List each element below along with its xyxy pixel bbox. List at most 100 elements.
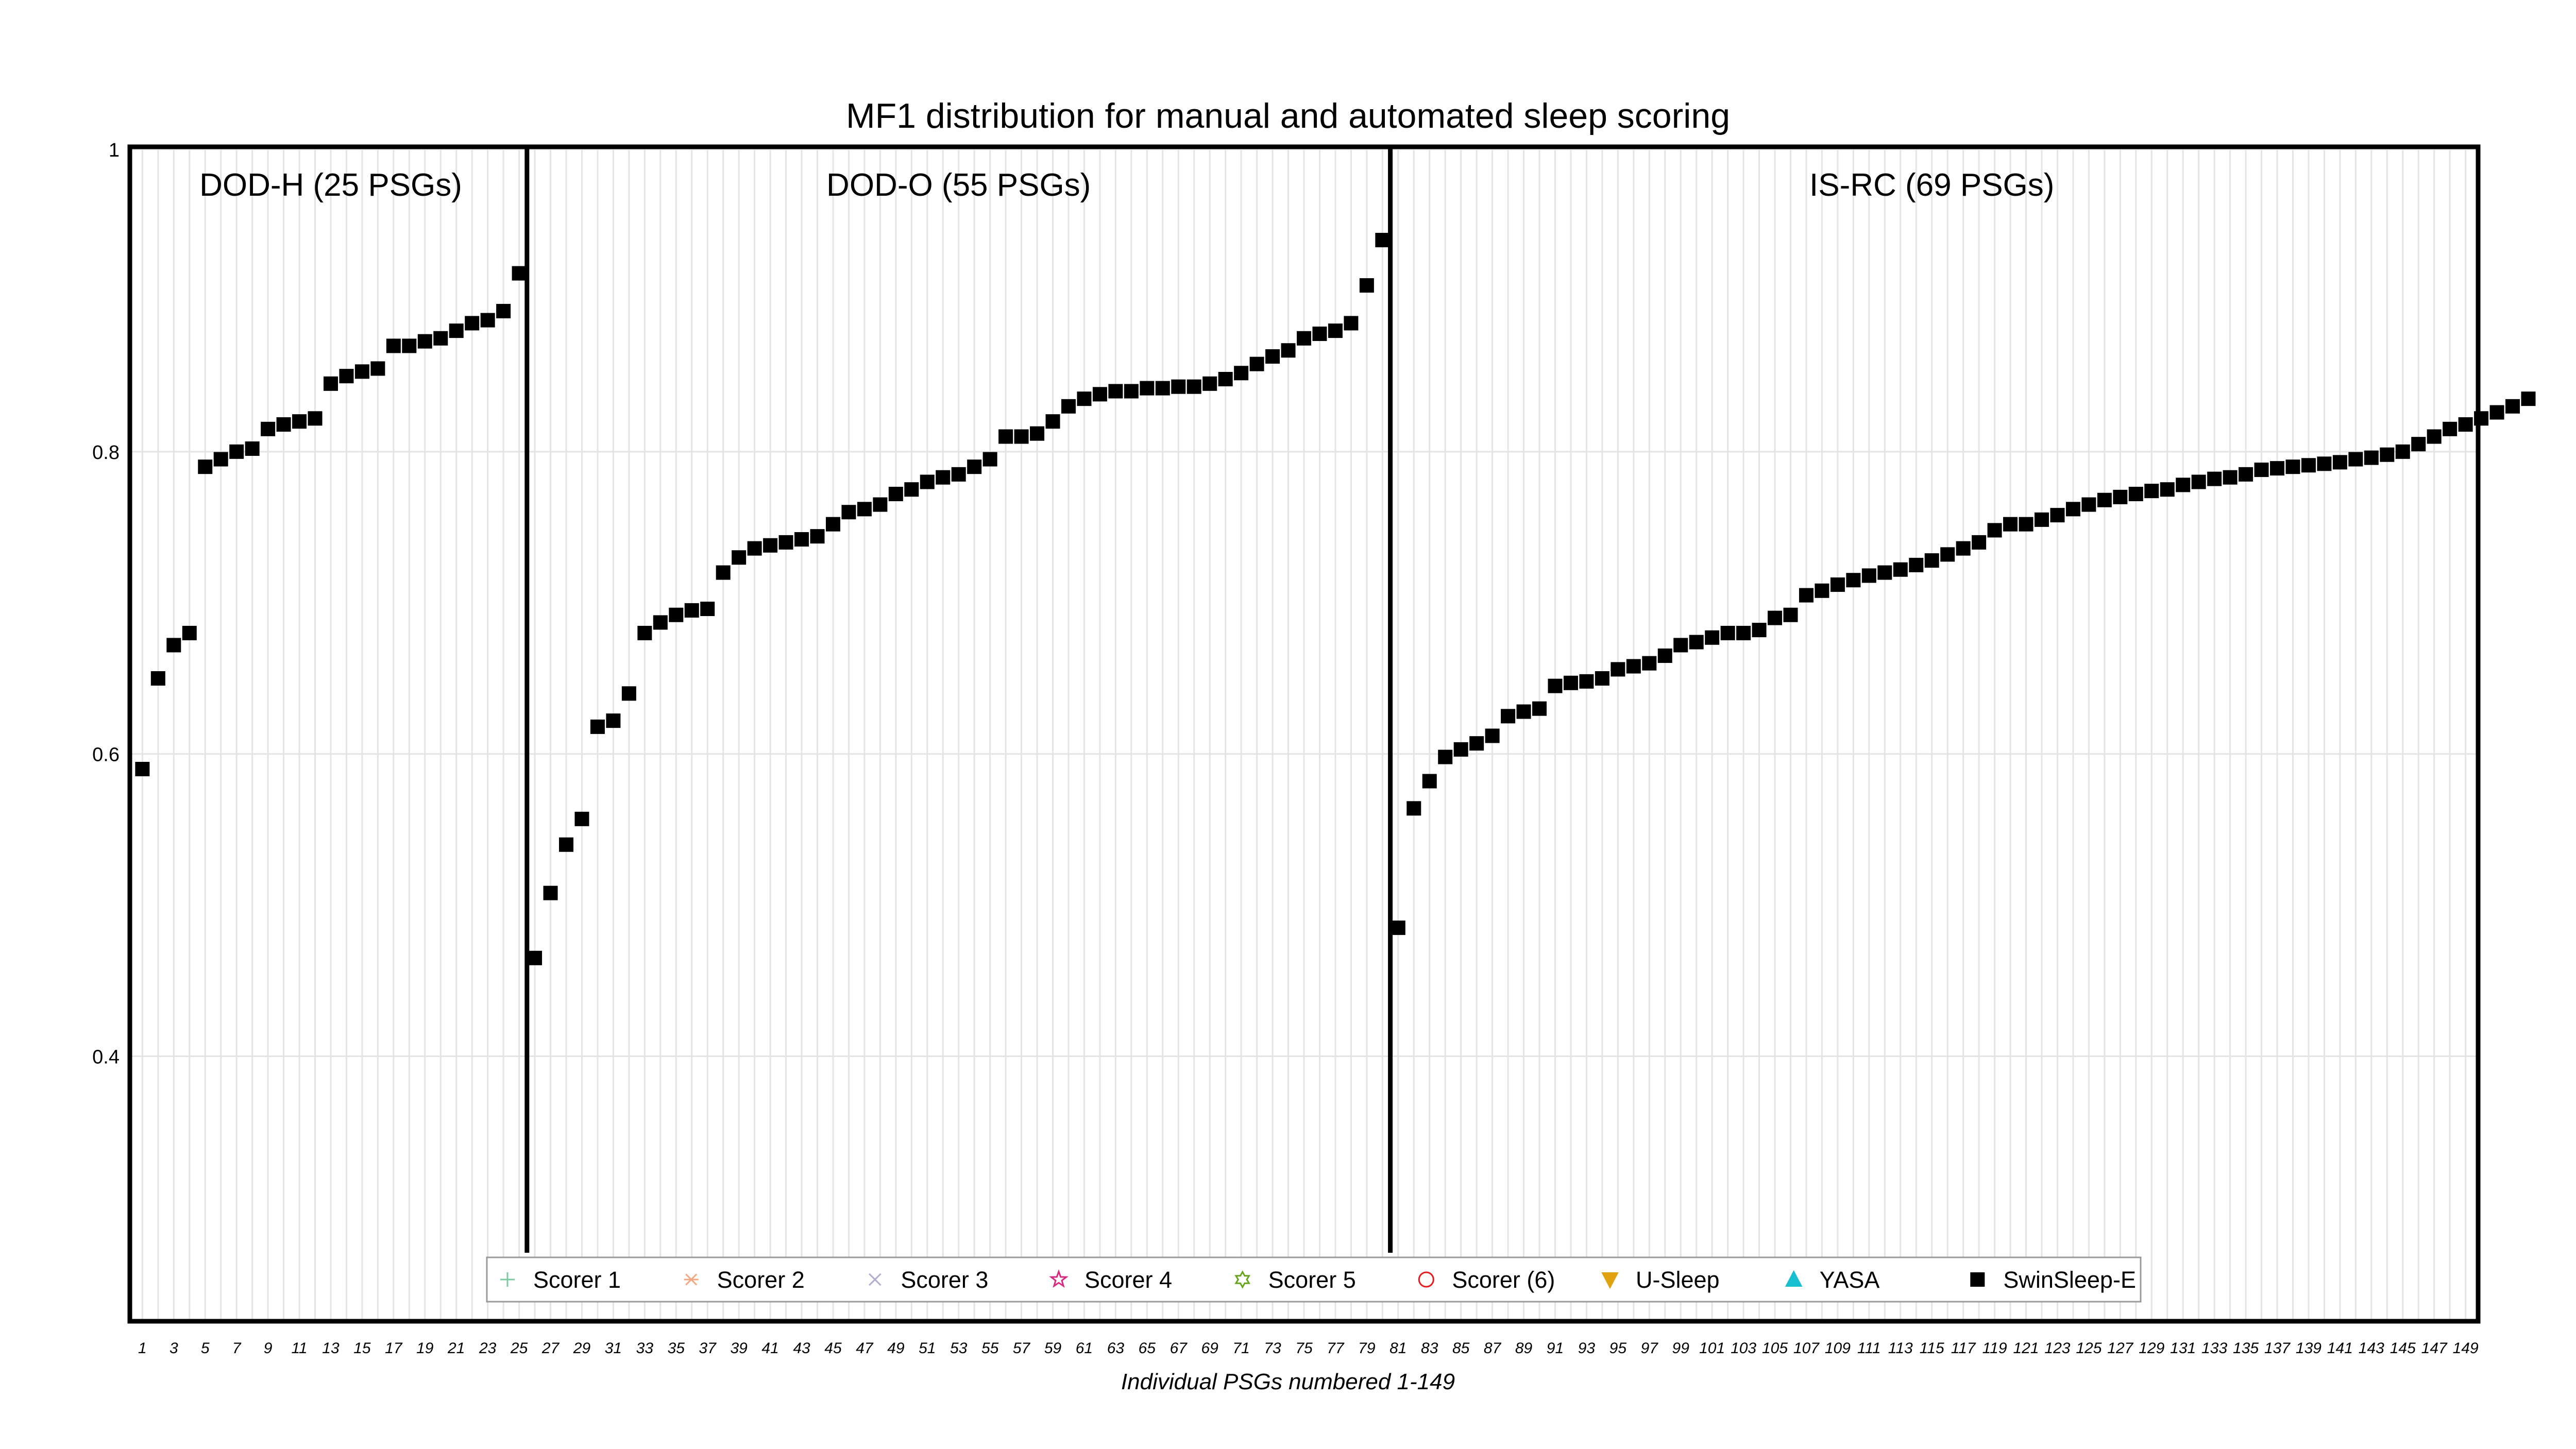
data-point xyxy=(1799,588,1814,603)
y-tick-label: 1 xyxy=(109,140,120,161)
data-point xyxy=(1234,366,1249,381)
data-point xyxy=(1124,384,1139,399)
x-tick-label: 57 xyxy=(1013,1340,1031,1357)
data-point xyxy=(245,441,260,456)
data-point xyxy=(2380,447,2395,462)
data-point xyxy=(2176,478,2191,492)
data-point xyxy=(2458,417,2473,432)
data-point xyxy=(1768,610,1783,625)
data-point xyxy=(2003,517,2018,532)
data-point xyxy=(982,452,997,467)
x-tick-label: 119 xyxy=(1982,1340,2007,1357)
data-point xyxy=(1705,630,1720,645)
y-tick-labels: 0.4 0.6 0.8 1 xyxy=(92,140,120,1068)
legend-label: Scorer 5 xyxy=(1268,1267,1356,1293)
data-point xyxy=(1312,326,1327,341)
data-point xyxy=(1532,701,1547,716)
data-point xyxy=(936,470,951,485)
data-point xyxy=(2081,497,2096,512)
x-tick-label: 15 xyxy=(353,1340,371,1357)
x-tick-label: 49 xyxy=(887,1340,905,1357)
data-point xyxy=(1155,381,1170,396)
data-point xyxy=(1297,331,1311,346)
data-point xyxy=(135,762,150,777)
data-point xyxy=(2239,467,2253,482)
data-point xyxy=(2443,421,2458,436)
x-tick-label: 145 xyxy=(2390,1340,2416,1357)
data-point xyxy=(433,331,448,346)
data-point xyxy=(1877,565,1892,580)
x-tick-label: 103 xyxy=(1731,1340,1756,1357)
x-tick-label: 111 xyxy=(1857,1340,1881,1357)
x-tick-label: 87 xyxy=(1484,1340,1502,1357)
data-point xyxy=(1092,387,1107,402)
x-tick-label: 71 xyxy=(1232,1340,1249,1357)
legend-marker xyxy=(1234,1270,1251,1289)
x-tick-label: 27 xyxy=(541,1340,560,1357)
data-point xyxy=(1956,541,1971,556)
data-point xyxy=(1281,343,1296,358)
series-swinsleep-e xyxy=(135,233,2536,965)
data-point xyxy=(2097,492,2112,507)
x-tick-label: 101 xyxy=(1699,1340,1725,1357)
data-point xyxy=(1030,426,1045,441)
data-point xyxy=(1940,547,1955,562)
x-tick-label: 37 xyxy=(699,1340,717,1357)
x-tick-label: 75 xyxy=(1295,1340,1313,1357)
data-point xyxy=(1014,429,1029,444)
data-point xyxy=(2050,508,2065,523)
data-point xyxy=(653,615,668,630)
panel-label: DOD-O (55 PSGs) xyxy=(826,167,1091,203)
data-point xyxy=(402,338,417,353)
data-point xyxy=(2317,456,2332,471)
x-tick-label: 31 xyxy=(605,1340,622,1357)
data-point xyxy=(1375,233,1390,248)
legend-marker xyxy=(1785,1270,1803,1287)
x-tick-label: 29 xyxy=(573,1340,591,1357)
plot-frame xyxy=(127,144,2481,1324)
x-tick-label: 7 xyxy=(232,1340,242,1357)
data-point xyxy=(606,713,621,728)
data-point xyxy=(1516,704,1531,719)
data-point xyxy=(1438,749,1453,764)
x-tick-label: 127 xyxy=(2107,1340,2133,1357)
data-point xyxy=(449,323,464,338)
x-tick-label: 117 xyxy=(1951,1340,1976,1357)
data-point xyxy=(2427,429,2442,444)
x-tick-label: 125 xyxy=(2076,1340,2102,1357)
data-point xyxy=(1045,414,1060,429)
data-point xyxy=(1689,635,1704,650)
data-point xyxy=(2144,484,2159,499)
panel-label: IS-RC (69 PSGs) xyxy=(1809,167,2054,203)
data-point xyxy=(559,837,574,852)
x-tick-label: 53 xyxy=(950,1340,968,1357)
data-point xyxy=(2411,437,2426,452)
data-point xyxy=(2332,455,2347,470)
data-point xyxy=(2160,482,2175,497)
x-tick-label: 149 xyxy=(2453,1340,2479,1357)
data-point xyxy=(1422,774,1437,789)
data-point xyxy=(1391,920,1405,935)
x-tick-label: 43 xyxy=(793,1340,810,1357)
data-point xyxy=(1846,573,1861,588)
data-point xyxy=(2223,470,2238,485)
legend-label: YASA xyxy=(1820,1267,1880,1293)
legend-label: U-Sleep xyxy=(1636,1267,1720,1293)
data-point xyxy=(1673,638,1688,653)
data-point xyxy=(1453,742,1468,757)
data-point xyxy=(386,338,401,353)
data-point xyxy=(2191,474,2206,489)
x-tick-label: 147 xyxy=(2421,1340,2448,1357)
data-point xyxy=(2505,399,2520,414)
data-point xyxy=(1783,607,1798,622)
data-point xyxy=(684,603,699,618)
data-point xyxy=(2113,489,2128,504)
data-point xyxy=(528,950,543,965)
x-tick-label: 35 xyxy=(668,1340,685,1357)
data-marks xyxy=(135,233,2536,965)
x-tick-label: 81 xyxy=(1389,1340,1406,1357)
data-point xyxy=(276,417,291,432)
x-tick-label: 17 xyxy=(385,1340,403,1357)
data-point xyxy=(920,474,935,489)
data-point xyxy=(512,266,527,281)
